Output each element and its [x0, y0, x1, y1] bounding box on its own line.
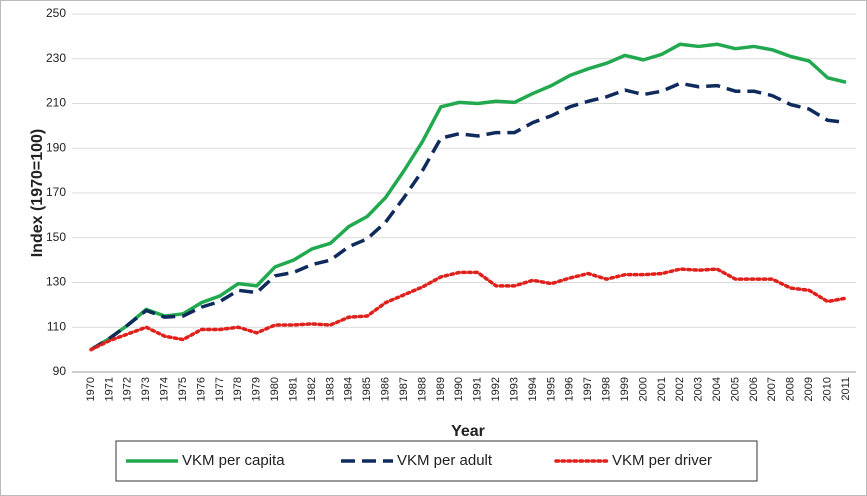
x-tick-label: 1999 [619, 377, 631, 401]
y-tick-label: 250 [46, 6, 66, 20]
x-tick-label: 2005 [729, 377, 741, 401]
x-tick-label: 1989 [435, 377, 447, 401]
x-tick-label: 1996 [564, 377, 576, 401]
x-tick-label: 1970 [85, 377, 97, 401]
x-tick-label: 1983 [324, 377, 336, 401]
x-axis-title: Year [451, 423, 485, 440]
x-tick-label: 1984 [343, 377, 355, 401]
x-tick-label: 1986 [380, 377, 392, 401]
series-line [90, 42, 847, 352]
y-tick-label: 130 [46, 275, 66, 289]
x-tick-label: 1994 [527, 377, 539, 401]
y-tick-label: 170 [46, 185, 66, 199]
y-tick-label: 210 [46, 96, 66, 110]
x-tick-label: 1972 [122, 377, 134, 401]
y-axis-title: Index (1970=100) [29, 129, 46, 258]
x-tick-label: 2006 [748, 377, 760, 401]
y-tick-label: 110 [47, 319, 66, 333]
x-tick-label: 1992 [490, 377, 502, 401]
x-tick-label: 1974 [159, 377, 171, 401]
x-tick-label: 2007 [766, 377, 778, 401]
x-tick-label: 1979 [251, 377, 263, 401]
x-tick-label: 1971 [103, 377, 115, 401]
x-tick-label: 1980 [269, 377, 281, 401]
y-tick-label: 190 [46, 140, 66, 154]
x-tick-label: 1976 [195, 377, 207, 401]
x-tick-label: 1982 [306, 377, 318, 401]
x-tick-label: 2002 [674, 377, 686, 401]
x-tick-label: 2003 [693, 377, 705, 401]
series-line [90, 81, 847, 352]
series-line [89, 267, 848, 352]
y-tick-label: 230 [46, 51, 66, 65]
x-tick-label: 1988 [416, 377, 428, 401]
legend-label: VKM per driver [612, 452, 712, 469]
x-tick-label: 2008 [785, 377, 797, 401]
legend-box [115, 440, 758, 482]
x-tick-label: 1977 [214, 377, 226, 401]
y-tick-label: 90 [53, 364, 67, 378]
x-tick-label: 2009 [803, 377, 815, 401]
x-tick-label: 2010 [821, 377, 833, 401]
x-tick-label: 1997 [582, 377, 594, 401]
x-tick-label: 1978 [232, 377, 244, 401]
x-tick-label: 1987 [398, 377, 410, 401]
x-tick-label: 2004 [711, 377, 723, 401]
legend-label: VKM per adult [397, 452, 493, 469]
x-tick-label: 1990 [453, 377, 465, 401]
x-tick-label: 1981 [287, 377, 299, 401]
x-tick-label: 1998 [601, 377, 613, 401]
x-tick-label: 1995 [545, 377, 557, 401]
x-tick-label: 2001 [656, 377, 668, 401]
x-tick-label: 2011 [840, 377, 852, 401]
x-tick-label: 1985 [361, 377, 373, 401]
y-tick-label: 150 [46, 230, 66, 244]
legend-label: VKM per capita [182, 452, 285, 469]
x-tick-label: 1993 [508, 377, 520, 401]
x-tick-label: 1975 [177, 377, 189, 401]
x-tick-label: 1973 [140, 377, 152, 401]
x-tick-label: 2000 [637, 377, 649, 401]
x-tick-label: 1991 [472, 377, 484, 401]
